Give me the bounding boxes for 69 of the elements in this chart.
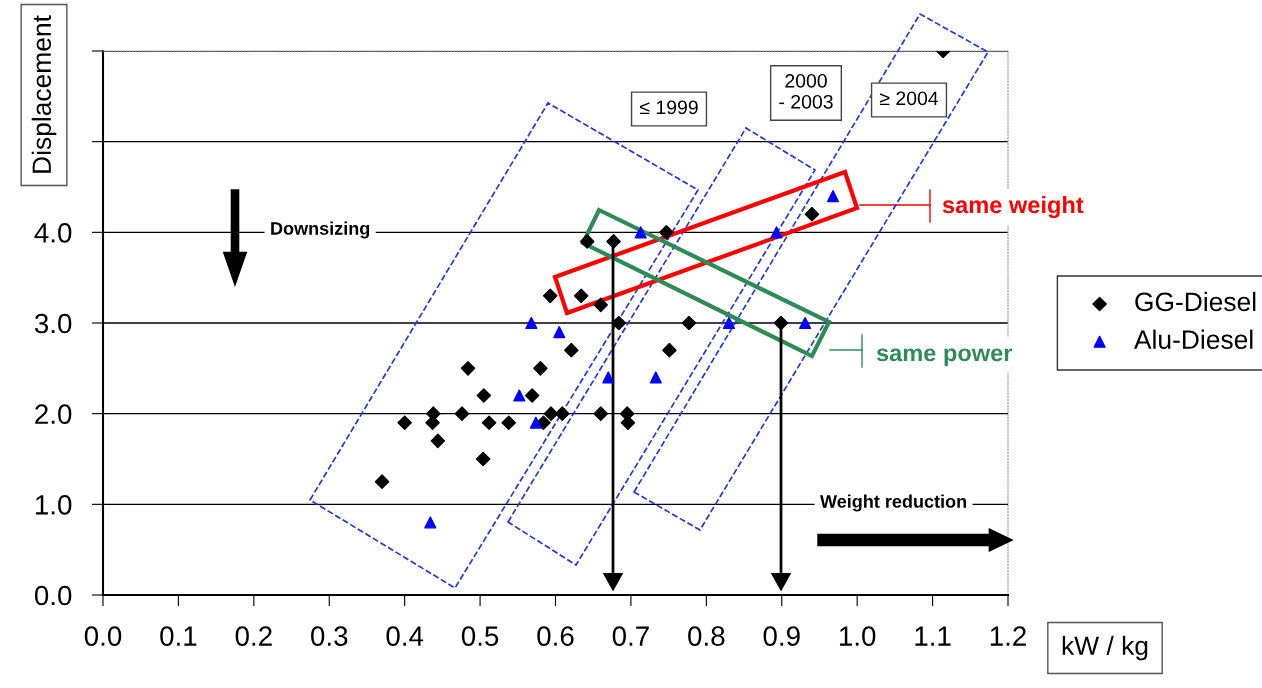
x-axis-title: kW / kg xyxy=(1062,635,1148,661)
point xyxy=(529,416,542,429)
annotation: 2000 - 2003 xyxy=(779,73,833,109)
point xyxy=(475,451,491,467)
point xyxy=(553,325,566,339)
point xyxy=(593,297,609,313)
point xyxy=(374,474,390,489)
annotation: same weight xyxy=(942,195,1084,219)
point xyxy=(611,315,627,331)
point xyxy=(460,361,476,376)
annotation: Weight reduction xyxy=(820,494,967,512)
annotation: Downsizing xyxy=(271,221,370,239)
point xyxy=(659,225,674,240)
y-tick-label: 2.0 xyxy=(35,404,72,425)
point xyxy=(476,388,492,403)
y-tick-label: 0.0 xyxy=(34,585,72,606)
x-tick-label: 0.7 xyxy=(612,626,649,646)
point xyxy=(770,226,783,239)
point xyxy=(573,288,589,304)
point xyxy=(826,189,840,203)
point xyxy=(525,316,538,330)
y-tick-label: 1.0 xyxy=(35,495,72,515)
point xyxy=(564,342,579,358)
x-tick-label: 0.8 xyxy=(688,626,725,646)
point xyxy=(426,406,441,421)
x-tick-label: 0.1 xyxy=(160,626,197,646)
point xyxy=(542,288,558,304)
legend-label: GG-Diesel xyxy=(1135,291,1256,312)
point xyxy=(804,206,820,222)
point xyxy=(606,234,621,249)
annotation: ≥ 2004 xyxy=(879,91,939,106)
y-tick-label: 4.0 xyxy=(34,223,72,243)
point xyxy=(799,316,812,330)
point xyxy=(430,433,446,449)
x-tick-label: 0.6 xyxy=(537,626,574,646)
x-tick-label: 0.5 xyxy=(461,626,499,646)
legend-label: Alu-Diesel xyxy=(1133,329,1253,349)
point xyxy=(649,371,662,384)
point xyxy=(662,342,677,358)
x-tick-label: 1.2 xyxy=(990,626,1026,646)
x-tick-label: 0.2 xyxy=(235,626,272,646)
x-tick-label: 0.0 xyxy=(84,626,122,646)
x-tick-label: 0.9 xyxy=(763,626,800,646)
point xyxy=(501,415,517,431)
x-tick-label: 1.1 xyxy=(915,626,951,646)
point xyxy=(681,315,697,331)
x-tick-label: 1.0 xyxy=(839,626,876,646)
point xyxy=(722,316,736,330)
y-tick-label: 3.0 xyxy=(34,313,72,334)
point xyxy=(555,406,570,421)
point xyxy=(579,234,595,249)
point xyxy=(773,315,789,331)
point xyxy=(513,389,526,402)
point xyxy=(397,415,412,431)
point xyxy=(634,226,647,239)
point xyxy=(454,406,470,421)
point xyxy=(424,516,437,529)
point xyxy=(481,415,497,431)
point xyxy=(620,415,636,431)
x-tick-label: 0.3 xyxy=(311,626,348,646)
annotation: ≤ 1999 xyxy=(639,100,698,115)
point xyxy=(602,371,615,384)
annotation: same power xyxy=(876,348,1013,367)
point xyxy=(533,361,548,376)
y-axis-title: Displacement xyxy=(31,15,57,173)
point xyxy=(524,388,540,403)
point xyxy=(593,406,609,421)
point xyxy=(543,406,559,421)
x-tick-label: 0.4 xyxy=(386,626,424,646)
